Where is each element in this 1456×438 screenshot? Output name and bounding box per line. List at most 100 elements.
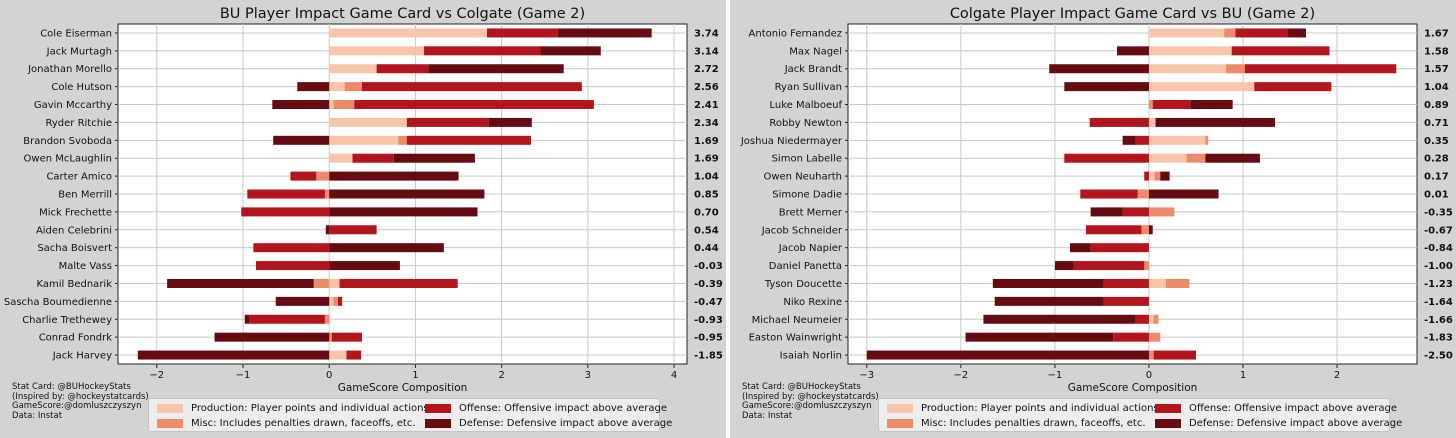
gamescore-label: 2.41 — [694, 100, 719, 111]
gamescore-label: -2.50 — [1424, 351, 1453, 362]
bar-offense — [1089, 117, 1149, 127]
player-name-label: Gavin Mccarthy — [34, 100, 112, 111]
bar-defense — [275, 296, 330, 306]
bar-defense — [557, 28, 652, 38]
bar-offense — [1080, 189, 1138, 199]
gamescore-label: -1.85 — [694, 351, 723, 362]
player-name-label: Jack Brandt — [784, 64, 842, 75]
bar-offense — [424, 46, 541, 56]
player-name-label: Jack Harvey — [52, 351, 112, 362]
credits-colgate: Stat Card: @BUHockeyStats (Inspired by: … — [742, 382, 879, 421]
gamescore-label: 1.57 — [1424, 64, 1449, 75]
bar-defense — [488, 117, 532, 127]
bar-production — [1148, 117, 1156, 127]
bu-chart: BU Player Impact Game Card vs Colgate (G… — [4, 6, 723, 394]
bar-defense — [325, 225, 330, 235]
bar-misc — [333, 296, 338, 306]
bar-offense — [1103, 278, 1149, 288]
bar-production — [1148, 28, 1225, 38]
bar-defense — [329, 171, 459, 181]
bar-offense — [1135, 314, 1149, 324]
gamescore-label: 2.72 — [694, 64, 719, 75]
bar-production — [329, 28, 487, 38]
bar-production — [1148, 46, 1232, 56]
player-name-label: Antonio Fernandez — [749, 28, 842, 39]
bar-offense — [1153, 350, 1196, 360]
bar-offense — [1235, 28, 1288, 38]
bar-defense — [167, 278, 314, 288]
bar-offense — [346, 350, 362, 360]
legend-swatch-production — [887, 404, 913, 413]
gamescore-label: -1.66 — [1424, 315, 1453, 326]
player-name-label: Ben Merrill — [58, 190, 112, 201]
legend-label-offense: Offense: Offensive impact above average — [459, 403, 668, 414]
player-name-label: Brandon Svoboda — [23, 136, 112, 147]
x-tick-label: 0 — [326, 370, 332, 381]
bar-offense — [249, 314, 325, 324]
bar-misc — [1148, 332, 1161, 342]
x-tick-label: −2 — [149, 370, 164, 381]
player-name-label: Cole Hutson — [51, 82, 112, 93]
bar-offense — [337, 296, 343, 306]
legend-label-misc: Misc: Includes penalties drawn, faceoffs… — [921, 418, 1146, 429]
x-tick-label: −3 — [859, 370, 874, 381]
gamescore-label: 0.35 — [1424, 136, 1449, 147]
player-name-label: Robby Newton — [769, 118, 842, 129]
bar-offense — [1254, 82, 1332, 92]
legend-label-offense: Offense: Offensive impact above average — [1189, 403, 1398, 414]
player-name-label: Max Nagel — [789, 46, 842, 57]
legend-colgate: Production: Player points and individual… — [878, 398, 1402, 432]
bar-misc — [1186, 153, 1206, 163]
legend-swatch-misc — [887, 419, 913, 428]
bar-defense — [983, 314, 1136, 324]
bar-defense — [1054, 261, 1074, 271]
bar-defense — [992, 278, 1104, 288]
bar-misc — [1148, 100, 1153, 110]
bar-offense — [1085, 225, 1142, 235]
bar-defense — [329, 261, 400, 271]
bar-defense — [1205, 153, 1260, 163]
player-name-label: Simone Dadie — [772, 190, 842, 201]
bar-misc — [1154, 171, 1161, 181]
player-name-label: Malte Vass — [59, 261, 112, 272]
legend-label-production: Production: Player points and individual… — [191, 403, 429, 414]
x-tick-label: 3 — [585, 370, 591, 381]
bar-offense — [329, 225, 377, 235]
bar-offense — [331, 332, 362, 342]
bar-offense — [241, 207, 330, 217]
player-name-label: Charlie Trethewey — [22, 315, 112, 326]
colgate-chart-panel: Colgate Player Impact Game Card vs BU (G… — [730, 0, 1456, 438]
player-name-label: Luke Malboeuf — [769, 100, 842, 111]
bar-defense — [1049, 64, 1149, 74]
bar-misc — [344, 82, 362, 92]
gamescore-label: -1.83 — [1424, 333, 1453, 344]
bar-misc — [1141, 225, 1149, 235]
colgate-chart: Colgate Player Impact Game Card vs BU (G… — [740, 6, 1453, 394]
legend-swatch-defense — [425, 419, 451, 428]
bar-defense — [1190, 100, 1233, 110]
bar-defense — [393, 153, 475, 163]
credit-line: Data: Instat — [12, 410, 63, 421]
credits-bu: Stat Card: @BUHockeyStats (Inspired by: … — [12, 382, 149, 421]
credit-line: Data: Instat — [742, 410, 793, 421]
bar-misc — [1205, 135, 1209, 145]
panel-divider — [726, 0, 730, 438]
bar-misc — [324, 189, 330, 199]
player-name-label: Cole Eiserman — [40, 28, 112, 39]
bar-offense — [1152, 100, 1191, 110]
credit-line: Stat Card: @BUHockeyStats — [742, 382, 861, 392]
player-name-label: Isaiah Norlin — [780, 351, 842, 362]
bar-offense — [352, 153, 394, 163]
credit-line: Stat Card: @BUHockeyStats — [12, 382, 131, 392]
bar-offense — [486, 28, 558, 38]
bar-offense — [1090, 243, 1149, 253]
gamescore-label: 1.69 — [694, 136, 719, 147]
legend-bu: Production: Player points and individual… — [148, 398, 672, 432]
legend-label-production: Production: Player points and individual… — [921, 403, 1159, 414]
gamescore-label: 1.58 — [1424, 46, 1449, 57]
bar-defense — [1064, 82, 1149, 92]
player-name-label: Simon Labelle — [772, 154, 842, 165]
gamescore-label: 2.56 — [694, 82, 719, 93]
gamescore-label: -1.00 — [1424, 261, 1453, 272]
bar-defense — [428, 64, 564, 74]
